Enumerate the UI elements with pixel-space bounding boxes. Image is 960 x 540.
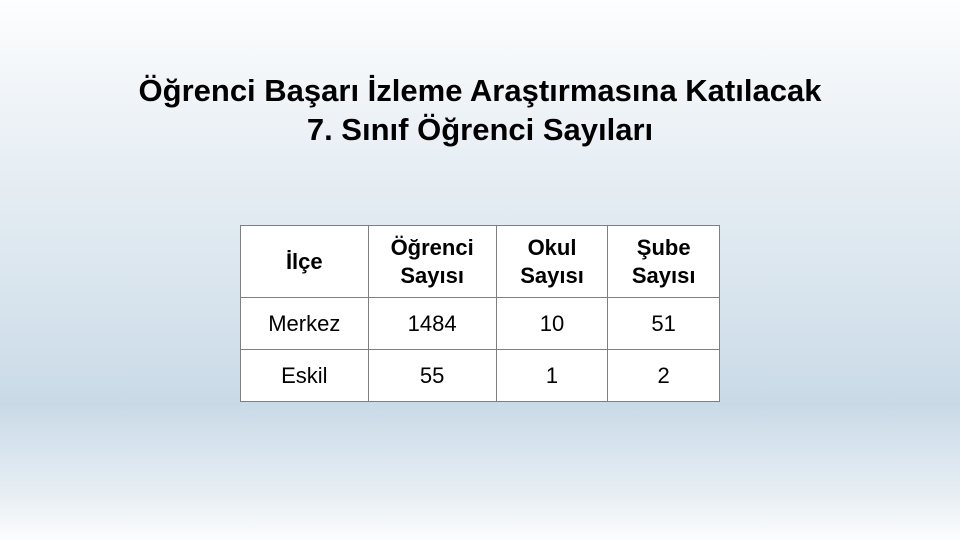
cell-sube: 51	[608, 298, 720, 350]
cell-sube: 2	[608, 350, 720, 402]
col-header-okul-l2: Sayısı	[497, 262, 608, 290]
cell-ilce: Eskil	[241, 350, 369, 402]
col-header-sube-l1: Şube	[608, 234, 719, 262]
title-line-1: Öğrenci Başarı İzleme Araştırmasına Katı…	[0, 72, 960, 111]
cell-ogrenci: 55	[368, 350, 496, 402]
col-header-ogrenci-l1: Öğrenci	[369, 234, 496, 262]
table-header-row: İlçe Öğrenci Sayısı Okul Sayısı Şube Say…	[241, 226, 720, 298]
title-line-2: 7. Sınıf Öğrenci Sayıları	[0, 111, 960, 150]
cell-okul: 10	[496, 298, 608, 350]
cell-ilce: Merkez	[241, 298, 369, 350]
data-table-container: İlçe Öğrenci Sayısı Okul Sayısı Şube Say…	[240, 225, 720, 402]
col-header-sube: Şube Sayısı	[608, 226, 720, 298]
table-row: Eskil 55 1 2	[241, 350, 720, 402]
col-header-okul-l1: Okul	[497, 234, 608, 262]
cell-okul: 1	[496, 350, 608, 402]
col-header-sube-l2: Sayısı	[608, 262, 719, 290]
slide-title: Öğrenci Başarı İzleme Araştırmasına Katı…	[0, 72, 960, 150]
slide: Öğrenci Başarı İzleme Araştırmasına Katı…	[0, 0, 960, 540]
cell-ogrenci: 1484	[368, 298, 496, 350]
table-row: Merkez 1484 10 51	[241, 298, 720, 350]
col-header-okul: Okul Sayısı	[496, 226, 608, 298]
col-header-ilce: İlçe	[241, 226, 369, 298]
col-header-ogrenci-l2: Sayısı	[369, 262, 496, 290]
student-count-table: İlçe Öğrenci Sayısı Okul Sayısı Şube Say…	[240, 225, 720, 402]
col-header-ogrenci: Öğrenci Sayısı	[368, 226, 496, 298]
